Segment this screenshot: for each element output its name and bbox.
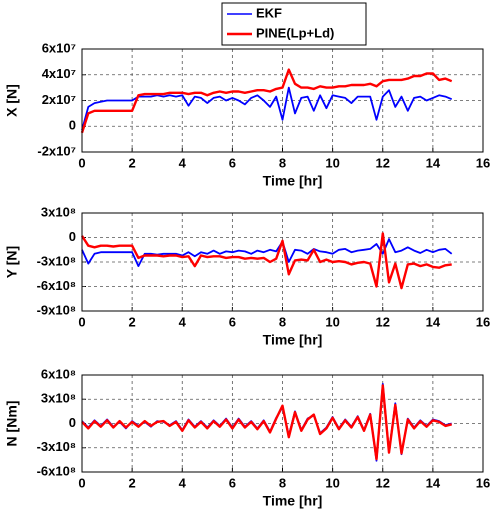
x-tick-label: 2 [129, 475, 136, 490]
x-tick-label: 6 [229, 155, 236, 170]
y-tick-label: -3x10⁸ [37, 439, 76, 454]
y-tick-label: 4x10⁷ [42, 66, 76, 81]
y-tick-label: -2x10⁷ [37, 143, 76, 158]
x-tick-label: 12 [376, 155, 390, 170]
y-tick-label: 0 [69, 229, 76, 244]
x-tick-label: 14 [426, 155, 441, 170]
y-axis-label: Y [N] [4, 246, 20, 278]
x-tick-label: 16 [476, 155, 490, 170]
x-tick-label: 8 [279, 475, 286, 490]
x-tick-label: 8 [279, 314, 286, 329]
x-tick-label: 2 [129, 155, 136, 170]
x-tick-label: 16 [476, 475, 490, 490]
x-tick-label: 4 [179, 155, 187, 170]
x-tick-label: 6 [229, 475, 236, 490]
x-tick-label: 10 [325, 155, 339, 170]
x-axis-label: Time [hr] [263, 332, 323, 348]
x-tick-label: 4 [179, 314, 187, 329]
x-tick-label: 2 [129, 314, 136, 329]
series-line [80, 68, 453, 134]
x-tick-label: 0 [78, 155, 85, 170]
x-tick-label: 6 [229, 314, 236, 329]
y-tick-label: -6x10⁸ [37, 463, 76, 478]
axes-frame [81, 212, 484, 312]
axes-frame [81, 48, 484, 153]
y-tick-label: -6x10⁸ [37, 278, 76, 293]
series-line [81, 384, 452, 461]
x-tick-label: 14 [426, 314, 441, 329]
y-axis-label: N [Nm] [4, 401, 20, 447]
y-tick-label: -9x10⁸ [37, 302, 76, 317]
y-tick-label: 6x10⁸ [41, 366, 76, 381]
y-tick-label: 2x10⁷ [42, 92, 76, 107]
axes-frame [81, 374, 484, 473]
x-axis-label: Time [hr] [263, 173, 323, 189]
y-axis-label: X [N] [4, 84, 20, 117]
x-tick-label: 14 [426, 475, 441, 490]
x-tick-label: 10 [325, 475, 339, 490]
y-tick-label: 3x10⁸ [41, 204, 76, 219]
legend-label: EKF [256, 5, 282, 20]
x-tick-label: 12 [376, 314, 390, 329]
x-tick-label: 0 [78, 475, 85, 490]
x-tick-label: 0 [78, 314, 85, 329]
y-tick-label: 0 [69, 415, 76, 430]
y-tick-label: 0 [69, 118, 76, 133]
x-tick-label: 8 [279, 155, 286, 170]
legend-box [221, 2, 367, 46]
x-tick-label: 16 [476, 314, 490, 329]
x-tick-label: 12 [376, 475, 390, 490]
y-tick-label: -3x10⁸ [37, 253, 76, 268]
y-tick-label: 3x10⁸ [41, 391, 76, 406]
series-line [81, 86, 453, 131]
series-line [80, 232, 452, 290]
x-tick-label: 10 [325, 314, 339, 329]
legend-label: PINE(Lp+Ld) [256, 25, 334, 40]
x-axis-label: Time [hr] [263, 493, 323, 509]
x-tick-label: 4 [179, 475, 187, 490]
y-tick-label: 6x10⁷ [42, 40, 76, 55]
